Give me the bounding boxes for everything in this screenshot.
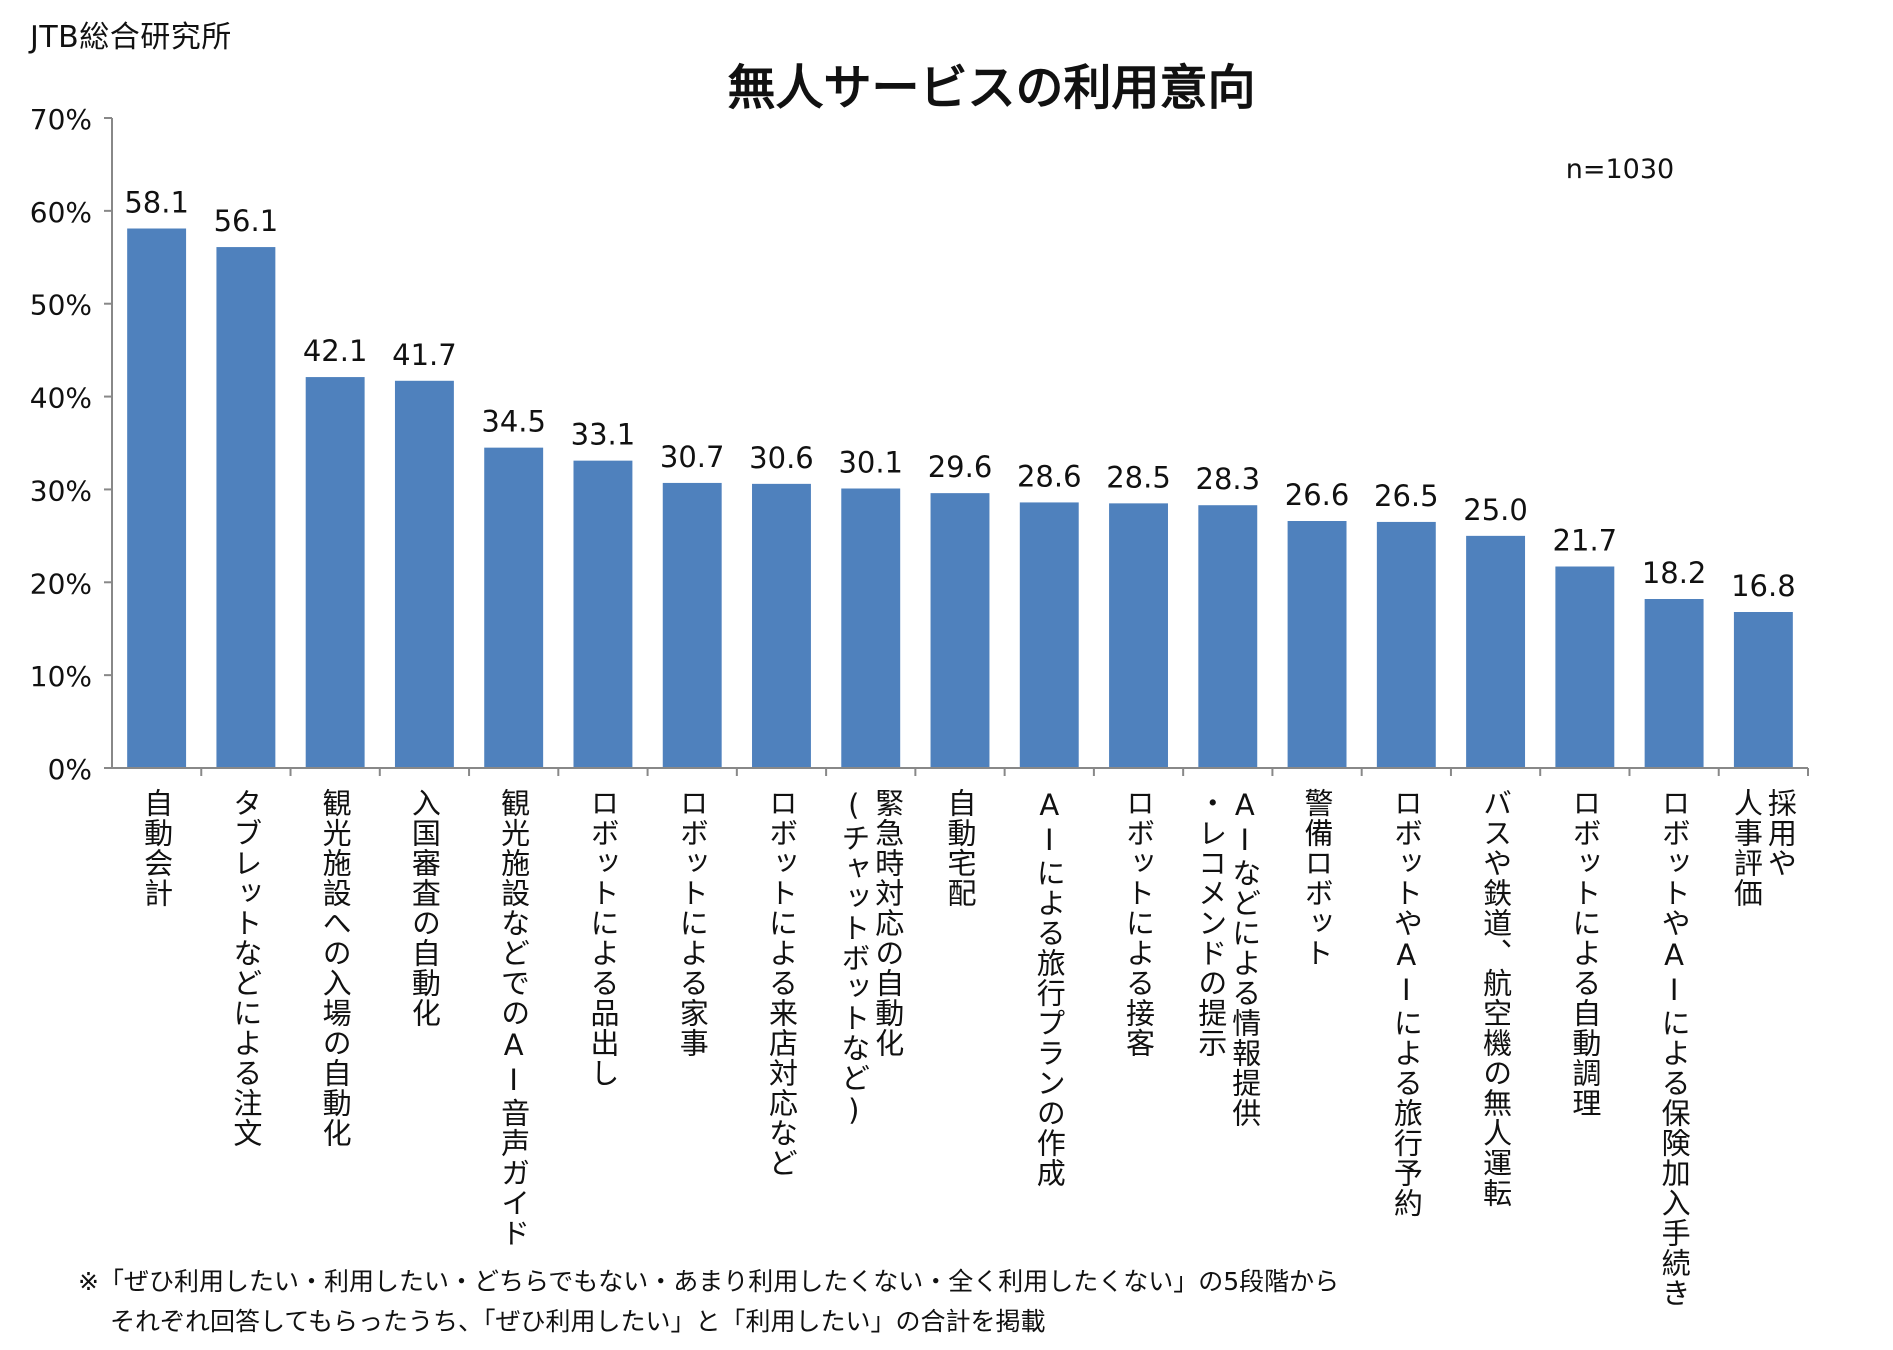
footnote-line-1: ※「ぜひ利用したい・利用したい・どちらでもない・あまり利用したくない・全く利用し… (78, 1267, 1340, 1296)
bar (127, 228, 187, 768)
data-label: 28.6 (1017, 459, 1082, 493)
y-tick-label: 0% (48, 753, 92, 786)
data-label: 30.1 (838, 446, 903, 480)
x-axis: 自動会計 タブレットなどによる注文 観光施設への入場の自動化 入国審査の自動化 観光施設… (112, 767, 1809, 1308)
bar (1109, 503, 1168, 768)
x-tick-label-group: ロボットによる自動調理 (1568, 788, 1602, 1118)
data-label: 25.0 (1463, 493, 1528, 527)
bar (1644, 599, 1704, 768)
footnote-line-2: それぞれ回答してもらったうち、「ぜひ利用したい」と「利用したい」の合計を掲載 (110, 1307, 1046, 1336)
bar (305, 377, 365, 768)
x-tick-label: 人事評価 (1729, 788, 1763, 908)
x-tick-label-group: 緊急時対応の自動化(チャットボットなど) (837, 788, 905, 1128)
y-tick-label: 60% (30, 196, 92, 229)
y-tick-label: 40% (30, 382, 92, 415)
bar (216, 247, 276, 769)
x-tick-label: 観光施設などでのAI音声ガイド (497, 788, 531, 1248)
x-tick-label-group: AIなどによる情報提供・レコメンドの提示 (1194, 788, 1262, 1128)
x-tick-label-group: ロボットによる接客 (1122, 788, 1156, 1058)
bar (1198, 505, 1258, 768)
data-label: 29.6 (928, 450, 993, 484)
x-tick-label-group: ロボットやAIによる旅行予約 (1389, 788, 1423, 1218)
x-tick-label: ロボットによる来店対応など (764, 788, 798, 1178)
data-label: 30.7 (660, 440, 725, 474)
data-label: 26.5 (1374, 479, 1439, 513)
y-axis: 0% 10% 20% 30% 40% 50% 60% 70% (30, 103, 113, 786)
data-label: 33.1 (571, 418, 636, 452)
x-tick-label-group: 観光施設などでのAI音声ガイド (497, 788, 531, 1248)
bars: 58.1 56.1 42.1 41.7 34.5 33.1 30.7 30.6 30.1 29.6… (124, 186, 1796, 769)
x-tick-label: ロボットやAIによる保険加入手続き (1657, 788, 1691, 1308)
x-tick-label: AIによる旅行プランの作成 (1032, 788, 1066, 1188)
data-label: 21.7 (1553, 524, 1618, 558)
x-tick-label-group: バスや鉄道、航空機の無人運転 (1479, 788, 1513, 1208)
x-tick-label-group: タブレットなどによる注文 (229, 788, 263, 1148)
x-tick-label-group: 観光施設への入場の自動化 (318, 788, 352, 1148)
x-tick-label: ロボットによる接客 (1122, 788, 1156, 1058)
x-tick-label-group: ロボットによる来店対応など (764, 788, 798, 1178)
y-tick-label: 30% (30, 474, 92, 507)
footnote: ※「ぜひ利用したい・利用したい・どちらでもない・あまり利用したくない・全く利用し… (78, 1262, 1339, 1342)
bar (394, 380, 454, 768)
data-label: 34.5 (481, 405, 546, 439)
bar (1019, 502, 1079, 768)
x-tick-label: ・レコメンドの提示 (1194, 788, 1228, 1058)
y-tick-label: 70% (30, 103, 92, 136)
x-tick-label: ロボットによる自動調理 (1568, 788, 1602, 1118)
bar (1466, 535, 1526, 768)
bar (1376, 521, 1436, 768)
bar (662, 482, 722, 768)
x-tick-label-group: 入国審査の自動化 (407, 788, 441, 1028)
x-tick-label: 採用や (1763, 788, 1797, 878)
x-tick-label-group: ロボットやAIによる保険加入手続き (1657, 788, 1691, 1308)
x-tick-label: (チャットボットなど) (837, 788, 871, 1128)
data-label: 30.6 (749, 441, 814, 475)
y-tick-label: 20% (30, 567, 92, 600)
x-tick-label-group: ロボットによる品出し (586, 788, 620, 1088)
x-tick-label-group: 自動宅配 (943, 788, 977, 908)
data-label: 18.2 (1642, 556, 1707, 590)
x-tick-label: バスや鉄道、航空機の無人運転 (1479, 788, 1513, 1208)
source-label: JTB総合研究所 (30, 20, 232, 55)
x-tick-label: ロボットによる品出し (586, 788, 620, 1088)
y-tick-label: 50% (30, 289, 92, 322)
x-tick-label-group: AIによる旅行プランの作成 (1032, 788, 1066, 1188)
bar (573, 460, 633, 768)
x-tick-label: 観光施設への入場の自動化 (318, 788, 352, 1148)
sample-size-label: n=1030 (1566, 154, 1674, 185)
data-label: 58.1 (124, 186, 189, 220)
bar (1287, 521, 1347, 768)
bar (930, 493, 990, 768)
x-tick-label: 自動会計 (140, 788, 174, 908)
x-tick-label: ロボットによる家事 (675, 788, 709, 1058)
data-label: 56.1 (214, 204, 279, 238)
x-tick-label: AIなどによる情報提供 (1228, 788, 1262, 1128)
data-label: 42.1 (303, 334, 368, 368)
data-label: 26.6 (1285, 478, 1350, 512)
x-tick-label-group: ロボットによる家事 (675, 788, 709, 1058)
bar (1555, 566, 1615, 768)
bar (484, 447, 544, 768)
x-tick-label: 警備ロボット (1300, 788, 1334, 968)
data-label: 41.7 (392, 338, 457, 372)
bar (841, 488, 901, 768)
data-label: 28.3 (1196, 462, 1261, 496)
x-tick-label: 自動宅配 (943, 788, 977, 908)
x-tick-label: タブレットなどによる注文 (229, 788, 263, 1148)
x-tick-label: ロボットやAIによる旅行予約 (1389, 788, 1423, 1218)
x-tick-label-group: 警備ロボット (1300, 788, 1334, 968)
x-tick-label: 入国審査の自動化 (407, 788, 441, 1028)
x-tick-label-group: 自動会計 (140, 788, 174, 908)
y-tick-label: 10% (30, 660, 92, 693)
data-label: 28.5 (1106, 460, 1171, 494)
bar (1733, 612, 1793, 768)
bar (752, 483, 811, 768)
data-label: 16.8 (1731, 569, 1796, 603)
chart-title: 無人サービスの利用意向 (727, 60, 1256, 116)
x-tick-label: 緊急時対応の自動化 (871, 788, 905, 1058)
